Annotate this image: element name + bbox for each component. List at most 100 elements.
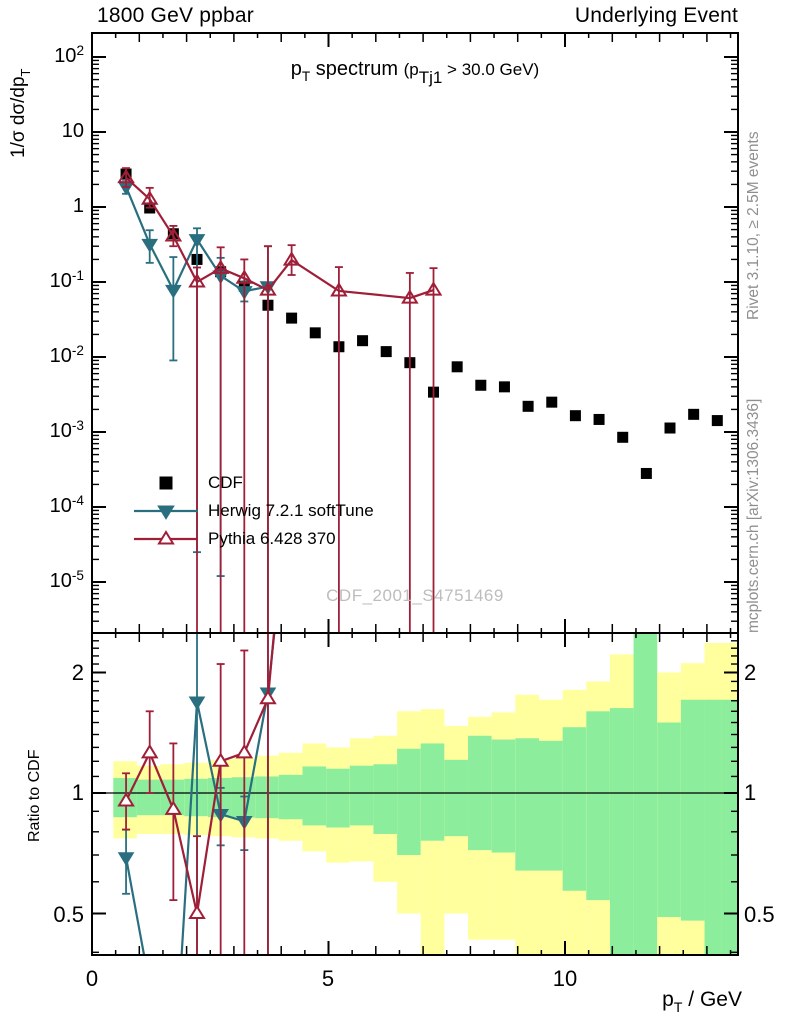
pythia-line [125, 176, 434, 300]
y-main-tick-label: 10-1 [49, 267, 84, 292]
pythia-ratio-line [125, 633, 276, 914]
x-tick-label: 10 [552, 966, 578, 991]
legend: CDF Herwig 7.2.1 softTune Pythia 6.428 370 [132, 469, 374, 553]
side-note-generator-version: Rivet 3.1.10, ≥ 2.5M events [745, 131, 762, 320]
header-analysis-group: Underlying Event [574, 4, 738, 27]
tri-down-legend-marker-icon [134, 505, 198, 520]
ratio-tick-label-right: 0.5 [744, 902, 775, 927]
cdf-point [617, 431, 629, 443]
pythia-point [188, 273, 206, 288]
y-main-tick-label: 10-2 [49, 342, 84, 367]
uncertainty-band-green [373, 764, 398, 834]
cdf-point [498, 381, 510, 393]
pythia-ratio-point [164, 800, 183, 815]
pythia-point [259, 281, 277, 296]
pythia-ratio-point [235, 743, 254, 759]
herwig-ratio-point [188, 696, 206, 711]
y-axis-label-main: 1/σ dσ/dpT [8, 68, 33, 158]
x-tick-label: 5 [321, 966, 335, 991]
y-main-tick-label: 10-3 [49, 417, 84, 442]
pythia-point [330, 282, 348, 297]
herwig-ratio-line [124, 633, 276, 955]
uncertainty-band-green [721, 699, 738, 955]
uncertainty-band-green [184, 778, 208, 817]
y-main-tick-label: 10 [61, 120, 84, 142]
x-tick-label: 0 [85, 966, 99, 991]
herwig-point [188, 234, 206, 248]
square-legend-marker-icon [159, 476, 173, 490]
uncertainty-band-green [349, 765, 374, 826]
cdf-point [522, 400, 534, 412]
ratio-tick-label-left: 2 [71, 660, 84, 685]
uncertainty-band-green [657, 722, 681, 918]
y-main-tick-label: 10-5 [49, 567, 84, 592]
ratio-tick-label-right: 2 [744, 660, 757, 685]
uncertainty-band-green [538, 740, 563, 871]
cdf-point [664, 422, 676, 434]
pythia-point [424, 281, 443, 296]
ratio-tick-label-right: 1 [744, 780, 757, 805]
side-note-source-reference: mcplots.cern.ch [arXiv:1306.3436] [745, 398, 762, 633]
cdf-point [286, 312, 298, 324]
cdf-point [640, 467, 652, 479]
herwig-point [141, 238, 159, 253]
y-main-tick-label: 1 [72, 195, 84, 217]
pythia-ratio-point [140, 743, 159, 759]
cdf-point [688, 408, 700, 420]
legend-item-label: Pythia 6.428 370 [208, 529, 336, 548]
uncertainty-band-green [562, 727, 587, 891]
pythia-ratio-point [259, 689, 277, 705]
uncertainty-band-green [397, 748, 421, 856]
uncertainty-bands [92, 633, 738, 955]
uncertainty-band-green [420, 743, 445, 841]
ratio-tick-label-left: 0.5 [53, 902, 84, 927]
uncertainty-band-green [609, 708, 634, 955]
uncertainty-band-green [255, 776, 279, 819]
tri-open-legend-marker-icon [134, 530, 198, 545]
cdf-point [569, 410, 581, 422]
uncertainty-band-green [586, 711, 610, 901]
pythia-ratio-point [211, 752, 230, 767]
legend-item: CDF [132, 469, 374, 497]
cdf-point [475, 379, 487, 391]
cdf-point [593, 413, 605, 425]
main-panel-series [117, 167, 723, 633]
cdf-point [546, 396, 558, 408]
uncertainty-band-green [680, 699, 705, 921]
header-beam-info: 1800 GeV ppbar [97, 4, 254, 27]
uncertainty-band-green [278, 774, 303, 820]
ratio-tick-label-left: 1 [71, 780, 84, 805]
cdf-point [357, 335, 369, 347]
uncertainty-band-green [444, 759, 469, 837]
y-main-tick-label: 102 [54, 42, 84, 67]
plot-title: pT spectrum (pTj1 > 30.0 GeV) [290, 58, 540, 87]
cdf-point [309, 327, 321, 339]
pythia-point [164, 227, 183, 242]
uncertainty-band-green [302, 766, 327, 826]
pythia-ratio-point [188, 904, 206, 919]
pythia-point [211, 259, 230, 274]
legend-item-label: CDF [208, 473, 243, 492]
pythia-point [235, 269, 254, 284]
uncertainty-band-green [515, 738, 539, 871]
y-main-tick-label: 10-4 [49, 492, 84, 517]
uncertainty-band-green [633, 633, 658, 955]
ratio-panel-series [117, 633, 277, 955]
legend-item: Pythia 6.428 370 [132, 525, 374, 553]
pythia-point [282, 251, 301, 266]
uncertainty-band-green [231, 777, 256, 818]
pythia-point [140, 190, 159, 205]
x-axis-label: pT / GeV [662, 988, 742, 1017]
uncertainty-band-green [491, 739, 516, 853]
uncertainty-band-green [160, 779, 185, 816]
pythia-point [401, 289, 419, 304]
cdf-point [711, 415, 723, 427]
pythia-point [117, 168, 135, 184]
pythia-ratio-point [117, 792, 135, 807]
cdf-point [380, 346, 392, 358]
uncertainty-band-green [326, 768, 350, 828]
analysis-id-watermark: CDF_2001_S4751469 [326, 586, 504, 605]
legend-item: Herwig 7.2.1 softTune [132, 497, 374, 525]
